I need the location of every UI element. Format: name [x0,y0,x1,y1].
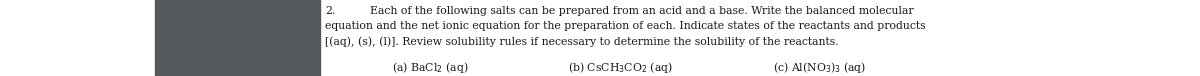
Text: (c) Al(NO$_3$)$_3$ (aq): (c) Al(NO$_3$)$_3$ (aq) [773,60,866,75]
Text: Each of the following salts can be prepared from an acid and a base. Write the b: Each of the following salts can be prepa… [370,6,913,16]
Bar [155,0,320,76]
Text: 2.: 2. [325,6,335,16]
Text: (b) CsCH$_3$CO$_2$ (aq): (b) CsCH$_3$CO$_2$ (aq) [568,60,672,75]
Text: (a) BaCl$_2$ (aq): (a) BaCl$_2$ (aq) [391,60,468,75]
Text: [(aq), (s), (l)]. Review solubility rules if necessary to determine the solubili: [(aq), (s), (l)]. Review solubility rule… [325,36,839,47]
Text: equation and the net ionic equation for the preparation of each. Indicate states: equation and the net ionic equation for … [325,21,925,31]
